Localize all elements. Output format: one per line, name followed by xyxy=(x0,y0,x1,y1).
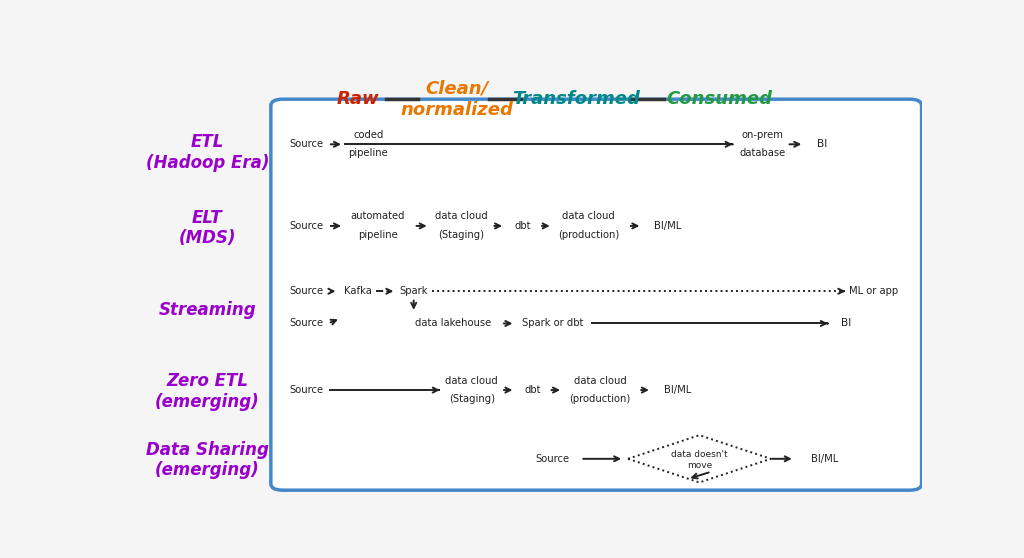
Text: data lakehouse: data lakehouse xyxy=(416,319,492,329)
Text: move: move xyxy=(687,461,712,470)
Text: (Staging): (Staging) xyxy=(438,229,484,239)
Text: pipeline: pipeline xyxy=(348,148,388,158)
Text: BI/ML: BI/ML xyxy=(654,221,681,231)
Text: dbt: dbt xyxy=(524,385,541,395)
Text: coded: coded xyxy=(353,130,384,140)
Text: Source: Source xyxy=(290,221,324,231)
Text: ETL
(Hadoop Era): ETL (Hadoop Era) xyxy=(145,133,269,172)
Text: Clean/: Clean/ xyxy=(426,79,489,98)
Text: Spark or dbt: Spark or dbt xyxy=(522,319,584,329)
Text: Source: Source xyxy=(290,385,324,395)
Text: ML or app: ML or app xyxy=(850,286,898,296)
Text: database: database xyxy=(739,148,786,158)
Text: pipeline: pipeline xyxy=(358,229,398,239)
Text: data cloud: data cloud xyxy=(445,376,498,386)
Text: (production): (production) xyxy=(558,229,618,239)
Text: on-prem: on-prem xyxy=(742,130,783,140)
Text: Kafka: Kafka xyxy=(344,286,372,296)
FancyBboxPatch shape xyxy=(270,99,922,490)
Text: BI/ML: BI/ML xyxy=(811,454,839,464)
Text: Transformed: Transformed xyxy=(512,90,640,108)
Text: ELT
(MDS): ELT (MDS) xyxy=(178,209,237,248)
Text: Zero ETL
(emerging): Zero ETL (emerging) xyxy=(155,372,260,411)
Text: data cloud: data cloud xyxy=(562,211,614,222)
Text: BI: BI xyxy=(817,140,827,150)
Text: Source: Source xyxy=(536,454,569,464)
Text: BI/ML: BI/ML xyxy=(664,385,691,395)
Text: Source: Source xyxy=(290,286,324,296)
Text: Data Sharing
(emerging): Data Sharing (emerging) xyxy=(146,441,268,479)
Text: data cloud: data cloud xyxy=(573,376,627,386)
Text: Consumed: Consumed xyxy=(667,90,772,108)
Text: Spark: Spark xyxy=(399,286,428,296)
Text: Source: Source xyxy=(290,140,324,150)
Text: Raw: Raw xyxy=(337,90,380,108)
Text: (production): (production) xyxy=(569,393,631,403)
Text: (Staging): (Staging) xyxy=(449,393,495,403)
Text: data doesn't: data doesn't xyxy=(671,450,728,459)
Text: Streaming: Streaming xyxy=(159,301,256,319)
Text: Source: Source xyxy=(290,319,324,329)
Text: BI: BI xyxy=(841,319,851,329)
Text: normalized: normalized xyxy=(401,101,514,119)
Text: automated: automated xyxy=(351,211,406,222)
Text: dbt: dbt xyxy=(515,221,531,231)
Text: data cloud: data cloud xyxy=(435,211,487,222)
